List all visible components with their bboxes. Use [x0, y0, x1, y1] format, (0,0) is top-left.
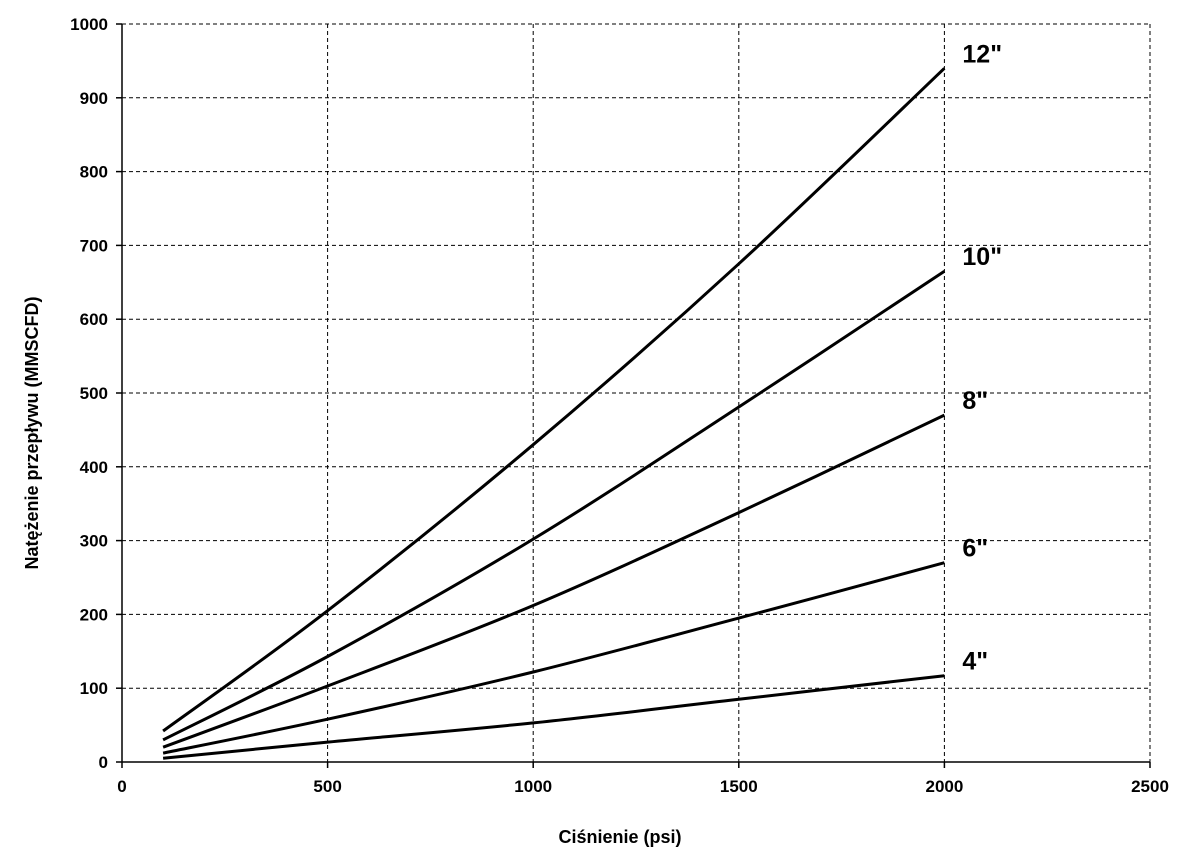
- y-tick-label: 800: [80, 163, 108, 182]
- x-tick-label: 2000: [925, 777, 963, 796]
- series-line: [162, 413, 946, 749]
- y-tick-label: 600: [80, 310, 108, 329]
- y-tick-label: 100: [80, 679, 108, 698]
- y-tick-label: 400: [80, 458, 108, 477]
- series-label: 4": [962, 648, 988, 676]
- y-tick-label: 200: [80, 605, 108, 624]
- series-labels: 4" 6" 8" 10" 12": [962, 40, 1002, 675]
- x-tick-label: 500: [313, 777, 341, 796]
- x-tick-label: 2500: [1131, 777, 1169, 796]
- series-line: [162, 561, 945, 755]
- y-tick-label: 900: [80, 89, 108, 108]
- axes: [116, 23, 1151, 768]
- x-tick-label: 0: [117, 777, 126, 796]
- y-tick-label: 300: [80, 532, 108, 551]
- y-axis-title: Natężenie przepływu (MMSCFD): [22, 296, 42, 569]
- x-tick-label: 1000: [514, 777, 552, 796]
- series-label: 12": [962, 40, 1002, 68]
- grid-lines: [122, 23, 1151, 762]
- y-tick-label: 500: [80, 384, 108, 403]
- x-axis-title: Ciśnienie (psi): [558, 827, 681, 847]
- x-tick-label: 1500: [720, 777, 758, 796]
- y-tick-label: 0: [99, 753, 108, 772]
- y-tick-label: 1000: [70, 15, 108, 34]
- series-line: [162, 269, 946, 742]
- series-label: 8": [962, 387, 988, 415]
- series-line: [162, 67, 946, 733]
- tick-labels: 0 100 200 300 400 500 600 700 800 900 1000 0 500 1000…: [70, 15, 1169, 796]
- series-label: 6": [962, 535, 988, 563]
- series-lines: [162, 67, 946, 760]
- series-label: 10": [962, 243, 1002, 271]
- series-line: [162, 674, 945, 760]
- y-tick-label: 700: [80, 236, 108, 255]
